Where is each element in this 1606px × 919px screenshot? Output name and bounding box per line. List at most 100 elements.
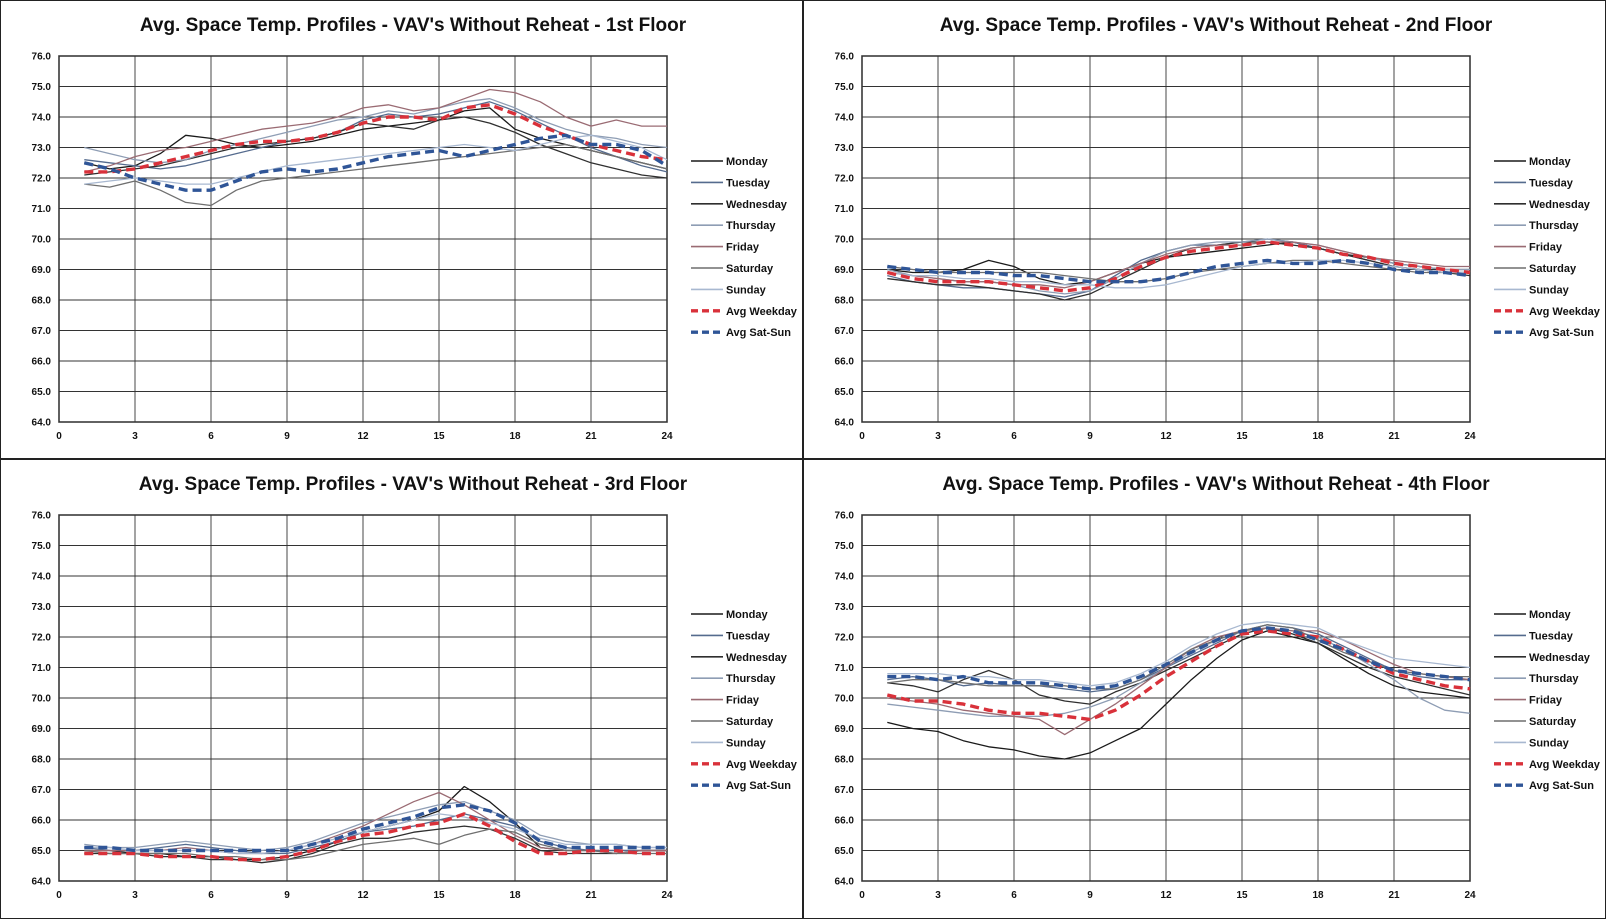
- y-tick-label: 67.0: [32, 785, 52, 796]
- x-tick-label: 21: [585, 890, 597, 901]
- y-tick-label: 72.0: [835, 174, 855, 185]
- x-tick-label: 24: [1464, 890, 1476, 901]
- y-tick-label: 71.0: [32, 663, 52, 674]
- series-line-avg-weekday: [886, 629, 1471, 722]
- chart-panel-4th-floor: Avg. Space Temp. Profiles - VAV's Withou…: [803, 459, 1606, 919]
- y-tick-label: 66.0: [32, 357, 52, 368]
- x-tick-label: 3: [132, 890, 138, 901]
- y-tick-label: 66.0: [835, 816, 855, 827]
- legend-label: Saturday: [1529, 263, 1577, 275]
- legend-label: Avg Sat-Sun: [1529, 327, 1594, 339]
- y-tick-label: 75.0: [835, 541, 855, 552]
- legend-label: Wednesday: [726, 199, 788, 211]
- legend-label: Saturday: [726, 263, 774, 275]
- y-tick-label: 70.0: [835, 694, 855, 705]
- x-tick-label: 12: [357, 431, 369, 442]
- x-tick-label: 18: [509, 890, 521, 901]
- y-tick-label: 64.0: [32, 877, 52, 888]
- x-tick-label: 21: [1388, 431, 1400, 442]
- legend-label: Avg Sat-Sun: [726, 780, 791, 792]
- x-tick-label: 18: [509, 431, 521, 442]
- x-tick-label: 12: [1160, 431, 1172, 442]
- legend-label: Sunday: [726, 284, 767, 296]
- x-tick-label: 3: [935, 431, 941, 442]
- y-tick-label: 74.0: [835, 113, 855, 124]
- y-tick-label: 74.0: [32, 113, 52, 124]
- series-line-thursday: [84, 98, 668, 164]
- series-line-wednesday: [84, 825, 667, 864]
- legend-label: Friday: [726, 242, 760, 254]
- y-tick-label: 75.0: [835, 82, 855, 93]
- legend-label: Friday: [1529, 695, 1563, 707]
- y-tick-label: 71.0: [835, 204, 855, 215]
- y-tick-label: 69.0: [32, 265, 52, 276]
- x-tick-label: 3: [132, 431, 138, 442]
- legend-label: Monday: [1529, 156, 1571, 168]
- y-tick-label: 72.0: [32, 633, 52, 644]
- legend-label: Thursday: [726, 673, 776, 685]
- y-tick-label: 69.0: [835, 265, 855, 276]
- x-tick-label: 18: [1312, 431, 1324, 442]
- legend-label: Monday: [726, 156, 768, 168]
- y-tick-label: 73.0: [835, 143, 855, 154]
- x-tick-label: 9: [1087, 431, 1093, 442]
- x-tick-label: 9: [1087, 890, 1093, 901]
- y-tick-label: 73.0: [835, 602, 855, 613]
- legend-label: Avg Sat-Sun: [1529, 780, 1594, 792]
- y-tick-label: 64.0: [835, 877, 855, 888]
- series-line-sunday: [84, 813, 667, 855]
- chart-svg: Avg. Space Temp. Profiles - VAV's Withou…: [32, 474, 798, 901]
- y-tick-label: 68.0: [835, 296, 855, 307]
- x-tick-label: 0: [56, 890, 62, 901]
- y-tick-label: 73.0: [32, 602, 52, 613]
- series-line-avg-sat-sun: [887, 626, 1471, 691]
- x-tick-label: 15: [433, 890, 445, 901]
- x-tick-label: 24: [661, 890, 673, 901]
- x-tick-label: 0: [859, 431, 865, 442]
- legend-label: Avg Weekday: [726, 759, 798, 771]
- x-tick-label: 3: [935, 890, 941, 901]
- series-line-friday: [84, 88, 667, 173]
- y-tick-label: 65.0: [32, 846, 52, 857]
- chart-panel-2nd-floor: Avg. Space Temp. Profiles - VAV's Withou…: [803, 0, 1606, 459]
- y-tick-label: 76.0: [835, 52, 855, 63]
- y-tick-label: 68.0: [32, 755, 52, 766]
- legend-label: Sunday: [1529, 737, 1570, 749]
- legend-label: Friday: [726, 695, 760, 707]
- y-tick-label: 76.0: [835, 511, 855, 522]
- y-tick-label: 64.0: [32, 418, 52, 429]
- legend-label: Wednesday: [1529, 652, 1591, 664]
- x-tick-label: 9: [284, 890, 290, 901]
- x-tick-label: 6: [208, 431, 214, 442]
- x-tick-label: 21: [585, 431, 597, 442]
- legend-label: Thursday: [1529, 220, 1579, 232]
- y-tick-label: 72.0: [835, 633, 855, 644]
- chart-panel-3rd-floor: Avg. Space Temp. Profiles - VAV's Withou…: [0, 459, 803, 919]
- x-tick-label: 15: [1236, 890, 1248, 901]
- series-line-sunday: [887, 621, 1471, 687]
- y-tick-label: 76.0: [32, 52, 52, 63]
- y-tick-label: 70.0: [32, 235, 52, 246]
- y-tick-label: 66.0: [32, 816, 52, 827]
- y-tick-label: 67.0: [32, 326, 52, 337]
- x-tick-label: 24: [1464, 431, 1476, 442]
- y-tick-label: 67.0: [835, 326, 855, 337]
- legend-label: Wednesday: [1529, 199, 1591, 211]
- x-tick-label: 18: [1312, 890, 1324, 901]
- series-line-avg-sat-sun: [84, 803, 667, 853]
- legend-label: Monday: [1529, 609, 1571, 621]
- y-tick-label: 76.0: [32, 511, 52, 522]
- chart-svg: Avg. Space Temp. Profiles - VAV's Withou…: [32, 15, 798, 442]
- y-tick-label: 70.0: [32, 694, 52, 705]
- chart-panel-1st-floor: Avg. Space Temp. Profiles - VAV's Withou…: [0, 0, 803, 459]
- y-tick-label: 68.0: [835, 755, 855, 766]
- y-tick-label: 65.0: [32, 387, 52, 398]
- x-tick-label: 6: [208, 890, 214, 901]
- legend-label: Thursday: [1529, 673, 1579, 685]
- legend-label: Saturday: [1529, 716, 1577, 728]
- legend-label: Avg Weekday: [726, 306, 798, 318]
- y-tick-label: 75.0: [32, 82, 52, 93]
- x-tick-label: 12: [1160, 890, 1172, 901]
- y-tick-label: 69.0: [835, 724, 855, 735]
- legend-label: Wednesday: [726, 652, 788, 664]
